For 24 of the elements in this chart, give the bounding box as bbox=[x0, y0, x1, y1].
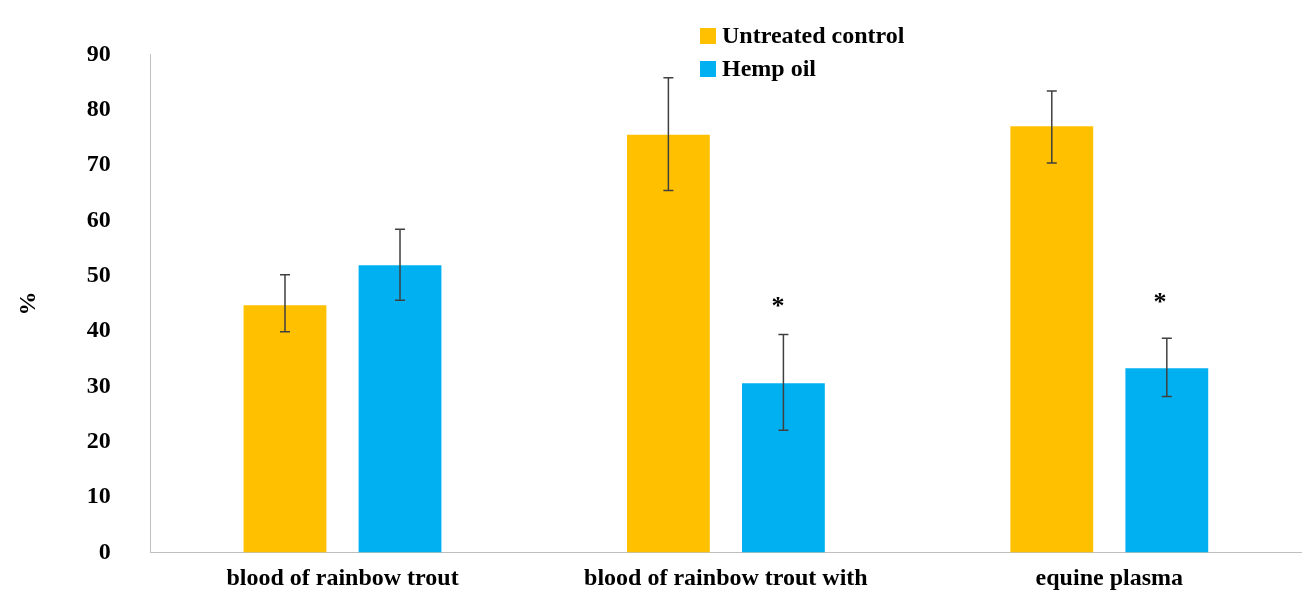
y-tick-label: 40 bbox=[86, 316, 111, 343]
y-tick-label: 80 bbox=[86, 94, 111, 121]
bar bbox=[243, 305, 327, 553]
legend-label: Untreated control bbox=[722, 22, 905, 49]
x-tick-label: equine plasma bbox=[1035, 564, 1183, 591]
y-tick-label: 50 bbox=[86, 261, 111, 288]
y-tick-label: 10 bbox=[86, 482, 111, 509]
x-tick-label: blood of rainbow trout bbox=[226, 564, 459, 591]
y-tick-label: 20 bbox=[86, 427, 111, 454]
y-tick-label: 90 bbox=[86, 39, 111, 66]
y-tick-label: 0 bbox=[98, 537, 111, 564]
bar bbox=[1125, 368, 1209, 553]
annotation: * bbox=[1153, 286, 1167, 316]
bar bbox=[1010, 126, 1094, 553]
y-axis-title: % bbox=[13, 291, 40, 316]
y-tick-label: 70 bbox=[86, 150, 111, 177]
bar bbox=[626, 134, 710, 553]
legend-label: Hemp oil bbox=[722, 55, 816, 82]
y-tick-label: 30 bbox=[86, 371, 111, 398]
y-tick-label: 60 bbox=[86, 205, 111, 232]
x-tick-label: blood of rainbow trout with bbox=[584, 564, 868, 591]
bar bbox=[742, 383, 825, 553]
bar bbox=[358, 265, 442, 553]
annotation: * bbox=[771, 290, 785, 320]
